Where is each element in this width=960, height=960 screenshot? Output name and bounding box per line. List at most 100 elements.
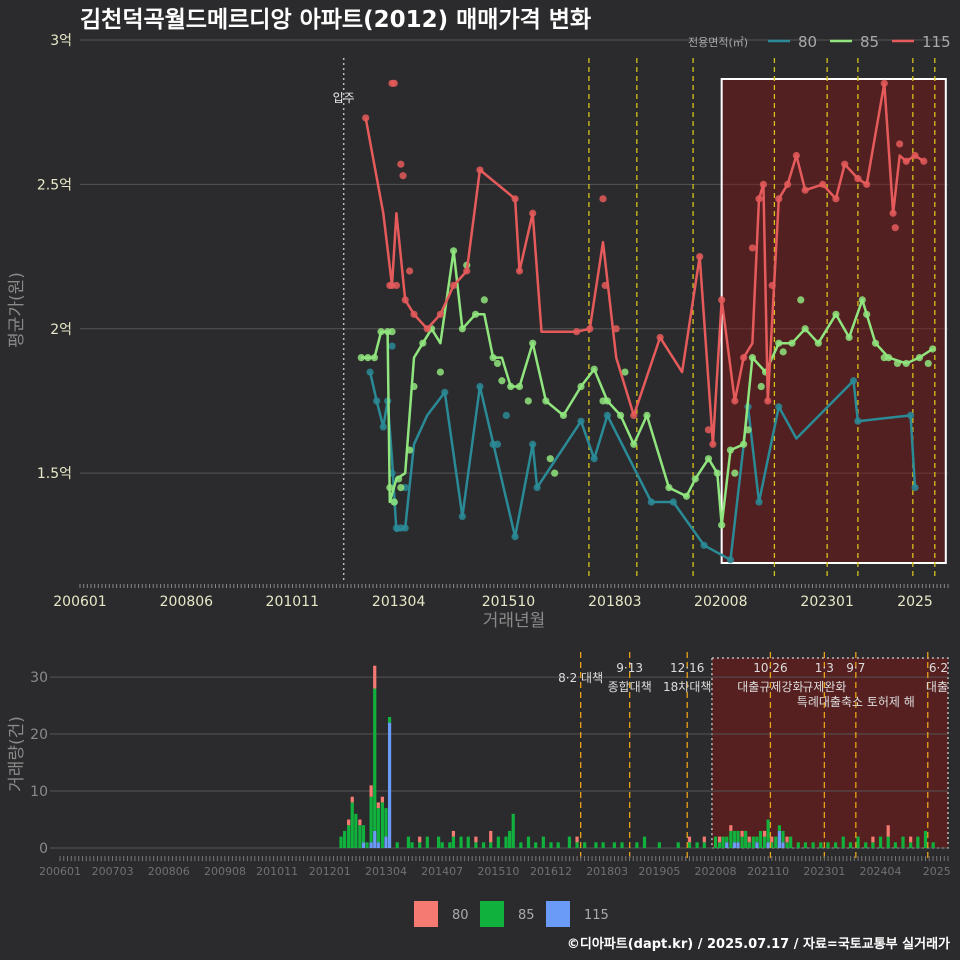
price-x-tick-label: 202301 — [800, 594, 853, 610]
volume-bar-80 — [418, 836, 422, 843]
volume-bar-85 — [642, 836, 647, 848]
price-point-115 — [612, 325, 620, 333]
volume-bar-80 — [747, 836, 751, 843]
volume-bar-85 — [534, 842, 538, 848]
volume-bar-85 — [777, 825, 781, 831]
volume-bar-115 — [725, 842, 729, 848]
volume-bar-85 — [519, 842, 523, 848]
volume-bar-85 — [481, 842, 486, 848]
volume-bar-80 — [886, 825, 890, 837]
volume-bar-80 — [871, 836, 875, 843]
volume-bar-85 — [635, 842, 639, 848]
price-point-85 — [507, 382, 515, 391]
volume-bar-85 — [575, 842, 579, 848]
volume-bar-85 — [916, 836, 920, 848]
volume-x-tick-label: 201803 — [586, 865, 628, 878]
price-point-85 — [797, 296, 805, 304]
volume-bar-85 — [508, 830, 512, 848]
price-point-115 — [529, 209, 537, 217]
price-x-axis-title: 거래년월 — [483, 611, 546, 631]
price-point-80 — [458, 512, 466, 521]
volume-bar-85 — [725, 836, 729, 843]
volume-bar-85 — [594, 842, 598, 848]
price-point-115 — [399, 172, 407, 180]
price-x-tick-label: 201304 — [372, 594, 426, 610]
volume-x-tick-label: 201407 — [421, 865, 463, 878]
price-point-80 — [590, 455, 598, 463]
volume-bar-115 — [766, 842, 770, 848]
price-point-115 — [476, 166, 484, 174]
price-point-115 — [718, 296, 726, 304]
volume-bar-85 — [923, 830, 928, 848]
volume-bar-80 — [350, 796, 354, 803]
volume-bar-85 — [373, 688, 377, 831]
volume-bar-85 — [406, 836, 411, 848]
price-legend-label-85: 85 — [860, 33, 879, 51]
price-point-115 — [401, 296, 409, 304]
volume-bar-115 — [373, 830, 377, 848]
volume-bar-85 — [729, 830, 733, 848]
volume-bar-85 — [758, 830, 763, 848]
price-point-85 — [397, 483, 405, 492]
volume-x-tick-label: 202301 — [803, 865, 845, 878]
volume-policy-lines: 8·2 대책 9·13 종합대책 12·16 18차대책 10·26 대출규제강화 1·3 규제… — [558, 652, 948, 858]
volume-policy-label: 12·16 — [670, 661, 704, 675]
price-point-80 — [373, 397, 381, 405]
price-point-85 — [775, 339, 783, 347]
volume-bar-85 — [833, 842, 838, 848]
volume-bar-85 — [376, 808, 380, 843]
volume-bar-85 — [755, 836, 759, 843]
price-point-115 — [801, 186, 809, 194]
volume-bar-85 — [380, 802, 384, 848]
price-point-85 — [388, 328, 396, 336]
volume-bar-85 — [601, 842, 605, 848]
volume-legend-label-115: 115 — [584, 908, 609, 923]
volume-legend-swatch-80 — [414, 901, 438, 927]
volume-bar-85 — [489, 842, 493, 848]
volume-bar-85 — [347, 825, 351, 848]
volume-bar-85 — [695, 842, 699, 848]
volume-x-tick-label: 201011 — [256, 865, 298, 878]
volume-bar-85 — [789, 836, 793, 848]
volume-bar-85 — [732, 830, 737, 843]
price-point-80 — [493, 440, 502, 448]
volume-bar-85 — [856, 836, 860, 848]
volume-bar-85 — [361, 825, 366, 843]
price-point-115 — [764, 397, 772, 405]
volume-bar-80 — [373, 665, 377, 689]
price-point-115 — [920, 157, 928, 165]
volume-axes: 0 10 20 30 200601 200703 200806 200908 201011 201… — [7, 670, 951, 878]
price-point-80 — [577, 417, 585, 425]
price-point-80 — [476, 382, 484, 391]
price-point-85 — [704, 455, 713, 463]
volume-y-tick-label: 10 — [30, 784, 48, 800]
volume-bar-80 — [380, 796, 384, 803]
price-point-80 — [401, 524, 409, 532]
volume-bar-85 — [541, 836, 545, 848]
volume-bar-85 — [931, 842, 935, 848]
price-legend-label-115: 115 — [922, 33, 951, 51]
price-point-85 — [630, 440, 638, 448]
price-y-tick-label: 1.5억 — [37, 466, 72, 482]
volume-bar-80 — [785, 836, 789, 843]
price-legend-title: 전용면적(㎡) — [688, 36, 748, 49]
volume-bar-85 — [418, 842, 422, 848]
price-point-80 — [441, 388, 449, 396]
price-point-85 — [902, 359, 910, 368]
volume-bar-85 — [702, 842, 706, 848]
volume-policy-sublabel: 특례대출축소 토허제 해 — [797, 695, 915, 709]
price-y-tick-label: 3억 — [50, 33, 72, 49]
price-point-115 — [896, 140, 904, 148]
price-point-85 — [471, 310, 480, 318]
volume-bar-80 — [347, 819, 351, 826]
price-point-115 — [902, 157, 910, 165]
price-point-80 — [366, 368, 374, 376]
price-point-115 — [755, 195, 763, 203]
volume-bar-85 — [871, 842, 875, 848]
price-point-85 — [757, 382, 765, 391]
price-point-115 — [911, 151, 919, 160]
volume-bar-85 — [819, 842, 823, 848]
price-x-tick-label: 200806 — [160, 594, 214, 610]
price-point-80 — [379, 423, 387, 431]
volume-bar-85 — [744, 830, 748, 848]
